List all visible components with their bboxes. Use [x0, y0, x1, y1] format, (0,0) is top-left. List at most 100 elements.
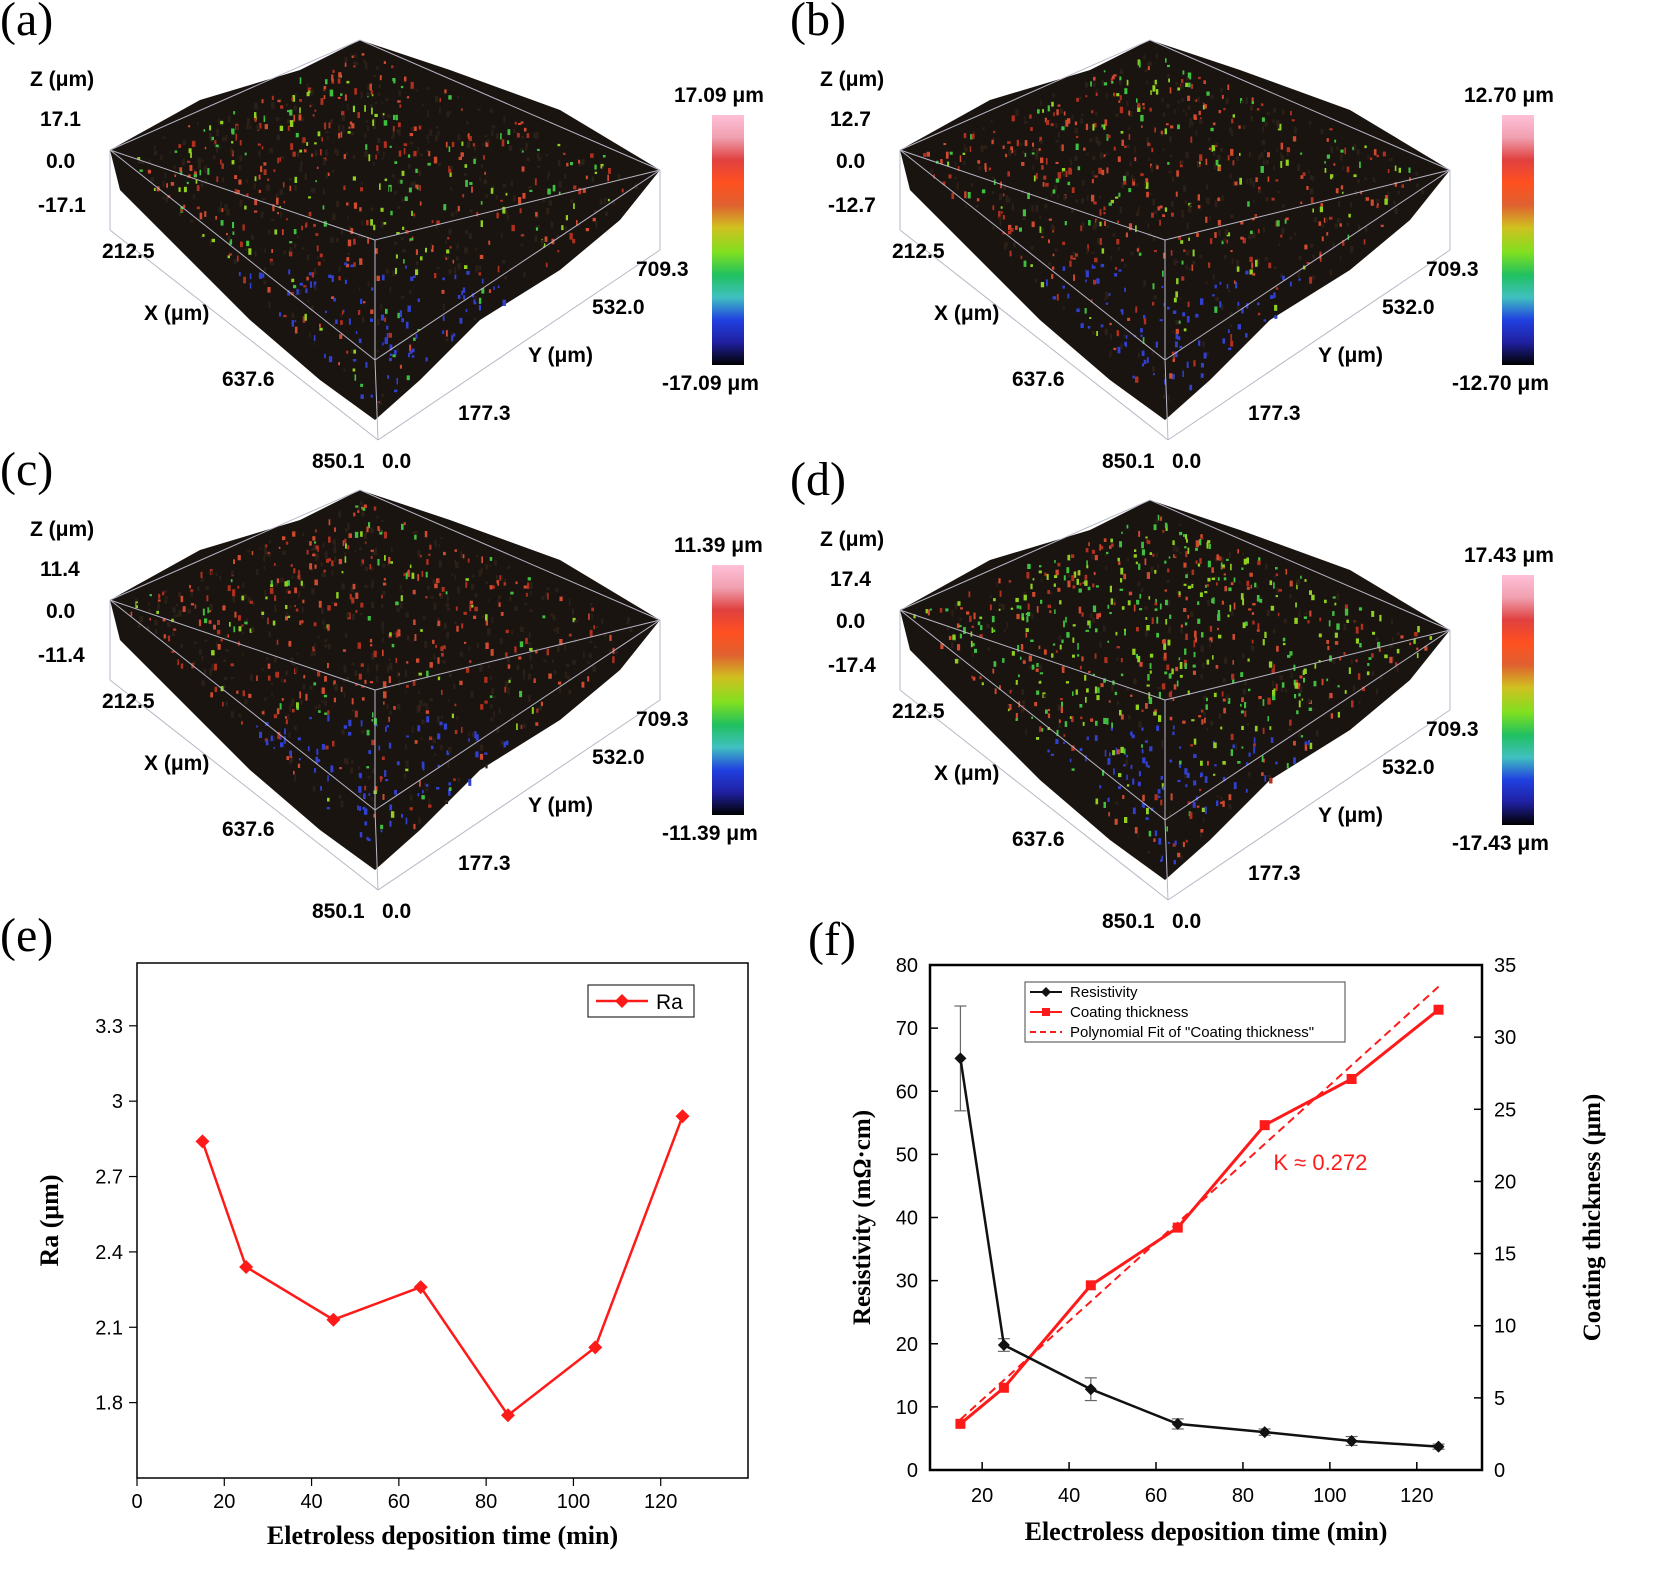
box-edge	[899, 609, 1166, 821]
ra-point	[588, 1340, 603, 1355]
colorbar-min-label: -11.39 μm	[662, 822, 758, 845]
fit-annotation: K ≈ 0.272	[1273, 1150, 1367, 1175]
surface-plot-a	[109, 39, 661, 441]
box-edge	[374, 619, 661, 811]
colorbar-max-label: 17.09 μm	[674, 84, 764, 107]
ra-chart: 0 20 40 60 80 100 120 1.8 2.1 2.4 2.7 3 3.3 Ra Eletrol…	[35, 962, 749, 1550]
x-axis-title: Electroless deposition time (min)	[1025, 1517, 1388, 1546]
resistivity-point	[997, 1339, 1010, 1352]
z-tick-label: -17.4	[828, 654, 876, 677]
box-edge	[1164, 359, 1169, 441]
x-tick-label: 637.6	[1012, 368, 1065, 391]
surface-panel-c: (c) 11.39 μm -11.39 μm Z (μm) 11.4 0.0 -11.4 21…	[0, 443, 860, 923]
legend-label: Polynomial Fit of "Coating thickness"	[1070, 1024, 1314, 1041]
surface-texture	[913, 514, 1433, 865]
box-edge	[109, 599, 376, 691]
x-tick-label: 637.6	[222, 368, 275, 391]
box-edge	[1164, 629, 1451, 821]
box-edge	[899, 149, 1166, 361]
x-tick-label: 60	[1145, 1485, 1167, 1507]
x-tick-label: 850.1	[312, 900, 365, 923]
surface-texture	[137, 53, 638, 409]
y-tick-label: 0.0	[1172, 910, 1202, 933]
panel-label-d: (d)	[790, 453, 846, 506]
panel-label-f: (f)	[808, 913, 856, 966]
thickness-point	[1346, 1073, 1357, 1084]
ra-point	[239, 1259, 254, 1274]
z-tick-label: 12.7	[830, 108, 871, 131]
colorbar	[712, 115, 744, 365]
x-tick-label: 100	[557, 1491, 590, 1513]
x-axis-label: X (μm)	[144, 302, 210, 325]
panel-label-b: (b)	[790, 0, 846, 46]
x-tick-label: 120	[1400, 1485, 1433, 1507]
y2-tick-label: 30	[1494, 1027, 1516, 1049]
box-edge	[109, 39, 361, 151]
z-axis-label: Z (μm)	[30, 68, 95, 91]
z-tick-label: -12.7	[828, 194, 876, 217]
x-tick-label: 850.1	[1102, 450, 1155, 473]
box-edge	[1167, 709, 1451, 901]
z-axis-label: Z (μm)	[820, 528, 885, 551]
colorbar	[712, 565, 744, 815]
y-tick-label: 3.3	[95, 1016, 123, 1038]
box-edge	[109, 679, 379, 891]
x-tick-label: 20	[971, 1485, 993, 1507]
z-axis-label: Z (μm)	[820, 68, 885, 91]
y-tick-label: 40	[896, 1208, 918, 1230]
z-tick-label: 0.0	[836, 150, 866, 173]
y2-tick-label: 10	[1494, 1316, 1516, 1338]
panel-label-e: (e)	[0, 909, 54, 962]
y-tick-label: 532.0	[1382, 296, 1435, 319]
panel-label-c: (c)	[0, 443, 54, 496]
z-tick-label: 0.0	[46, 600, 76, 623]
thickness-point	[955, 1418, 966, 1429]
y-tick-label: 2.1	[95, 1317, 123, 1339]
y-tick-label: 709.3	[1426, 718, 1479, 741]
x-tick-label: 120	[644, 1491, 677, 1513]
surface-body	[900, 40, 1450, 420]
y-tick-label: 177.3	[458, 402, 511, 425]
resistivity-point	[1084, 1383, 1097, 1396]
x-tick-label: 20	[213, 1491, 235, 1513]
surface-texture	[130, 501, 633, 841]
resistivity-point	[1258, 1426, 1271, 1439]
y2-tick-label: 20	[1494, 1171, 1516, 1193]
box-edge	[109, 229, 379, 441]
y2-axis-title: Coating thickness (μm)	[1579, 1094, 1606, 1342]
x-tick-label: 212.5	[892, 700, 945, 723]
y-tick-label: 0.0	[382, 450, 412, 473]
y-tick-label: 177.3	[458, 852, 511, 875]
y-tick-label: 2.4	[95, 1242, 123, 1264]
box-edge	[374, 619, 661, 691]
y-tick-label: 10	[896, 1397, 918, 1419]
y-tick-label: 177.3	[1248, 862, 1301, 885]
y-axis-label: Y (μm)	[528, 794, 593, 817]
colorbar-min-label: -17.43 μm	[1452, 832, 1549, 855]
y-tick-label: 80	[896, 955, 918, 977]
y-tick-label: 0.0	[382, 900, 412, 923]
box-edge	[1164, 629, 1451, 701]
resistivity-point	[954, 1052, 967, 1065]
x-tick-label: 100	[1313, 1485, 1346, 1507]
box-edge	[359, 39, 661, 171]
y-axis-title: Ra (μm)	[35, 1175, 64, 1267]
y-tick-label: 0.0	[1172, 450, 1202, 473]
colorbar-max-label: 12.70 μm	[1464, 84, 1554, 107]
y-tick-label: 0	[907, 1460, 918, 1482]
z-tick-label: 0.0	[836, 610, 866, 633]
box-edge	[109, 149, 376, 361]
x-tick-label: 212.5	[892, 240, 945, 263]
z-tick-label: 0.0	[46, 150, 76, 173]
y-tick-label: 70	[896, 1018, 918, 1040]
y-tick-label: 20	[896, 1334, 918, 1356]
box-edge	[899, 609, 1166, 701]
box-edge	[109, 599, 376, 811]
resistivity-point	[1171, 1417, 1184, 1430]
ra-point	[500, 1408, 515, 1423]
y-tick-label: 1.8	[95, 1393, 123, 1415]
x-axis-title: Eletroless deposition time (min)	[267, 1521, 618, 1550]
box-edge	[899, 689, 1169, 901]
z-tick-label: -17.1	[38, 194, 86, 217]
surface-panel-d: (d) 17.43 μm -17.43 μm Z (μm) 17.4 0.0 -17.4 21…	[790, 453, 1650, 933]
